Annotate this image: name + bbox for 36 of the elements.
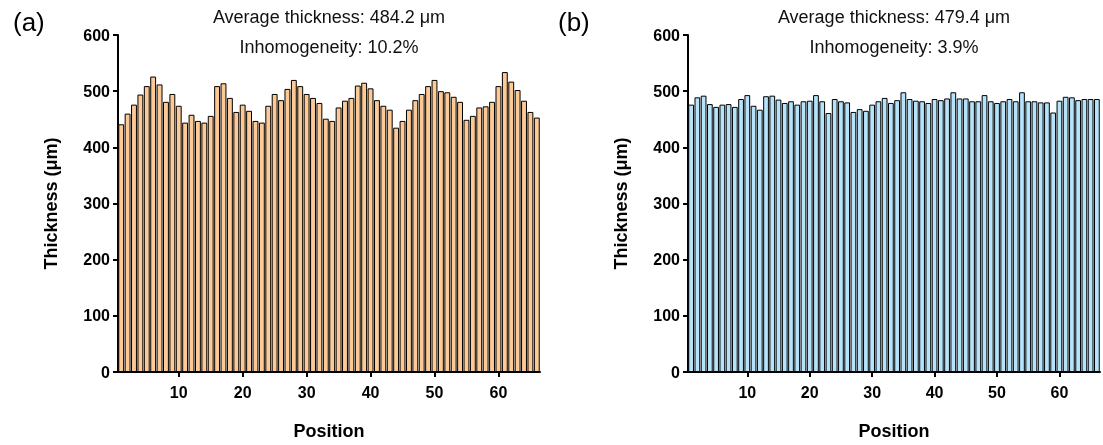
y-tick-label: 600 bbox=[653, 26, 681, 44]
y-axis-title: Thickness (μm) bbox=[41, 137, 61, 270]
y-tick-label: 0 bbox=[101, 363, 111, 381]
y-tick-label: 500 bbox=[653, 82, 681, 100]
text: Average thickness: 484.2 μm bbox=[212, 7, 446, 27]
annotation: Inhomogeneity: 3.9% bbox=[809, 37, 979, 57]
x-tick-label: 20 bbox=[233, 383, 252, 401]
y-tick-label: 300 bbox=[653, 195, 681, 212]
y-tick-label: 600 bbox=[83, 26, 111, 44]
x-tick-label: 30 bbox=[863, 383, 882, 401]
x-tick-label: 50 bbox=[425, 383, 444, 401]
x-tick-label: 40 bbox=[925, 383, 944, 401]
chart-title: (b) bbox=[558, 7, 590, 37]
y-tick-label: 500 bbox=[83, 82, 111, 100]
y-tick-label: 300 bbox=[83, 195, 111, 212]
y-axis-title: Thickness (μm) bbox=[611, 137, 631, 270]
y-tick-label: 400 bbox=[83, 138, 111, 156]
x-tick-label: 20 bbox=[800, 383, 819, 401]
x-axis-title: Position bbox=[293, 421, 365, 441]
annotation: Inhomogeneity: 10.2% bbox=[239, 37, 419, 57]
y-tick-label: 200 bbox=[83, 251, 111, 269]
x-tick-label: 30 bbox=[297, 383, 316, 401]
x-tick-label: 60 bbox=[1050, 383, 1069, 401]
chart-title: (a) bbox=[13, 7, 45, 37]
x-axis-title: Position bbox=[858, 421, 930, 441]
x-tick-label: 10 bbox=[738, 383, 757, 401]
y-tick-label: 200 bbox=[653, 251, 681, 269]
y-tick-label: 0 bbox=[671, 363, 681, 381]
x-tick-label: 60 bbox=[489, 383, 508, 401]
x-tick-label: 10 bbox=[169, 383, 188, 401]
x-tick-label: 40 bbox=[361, 383, 380, 401]
y-tick-label: 100 bbox=[83, 307, 111, 325]
text: Average thickness: 479.4 μm bbox=[777, 7, 1011, 27]
y-tick-label: 100 bbox=[653, 307, 681, 325]
y-tick-label: 400 bbox=[653, 138, 681, 156]
x-tick-label: 50 bbox=[988, 383, 1006, 401]
